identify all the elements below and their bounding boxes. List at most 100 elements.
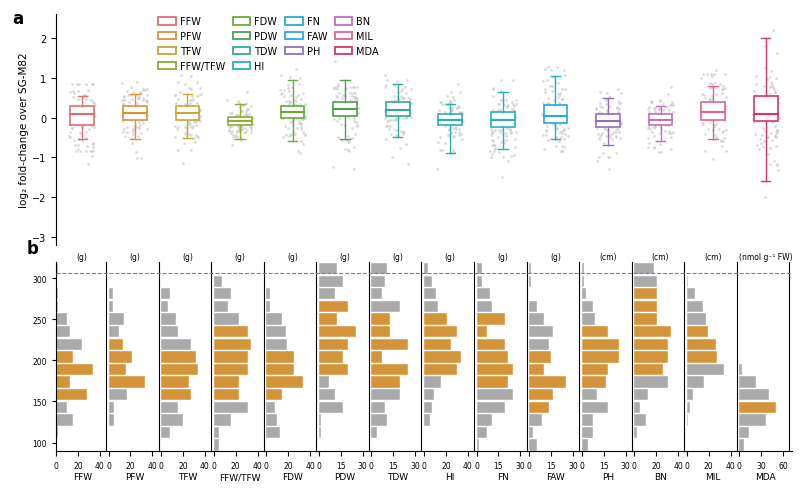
Point [544,102,557,110]
Point [716,83,729,91]
Point [379,136,392,144]
Point [138,87,151,95]
Point [486,106,499,114]
Point [710,67,723,75]
Bar [582,314,594,325]
Bar [634,289,657,300]
Point [193,107,206,115]
Point [379,115,392,123]
Point [756,115,769,123]
Point [126,131,139,139]
Point [73,81,86,89]
Point [240,117,253,125]
Point [246,115,259,123]
Point [169,92,182,100]
Bar [582,264,584,275]
X-axis label: MIL: MIL [706,472,721,481]
Bar [371,314,390,325]
Point [89,113,102,121]
X-axis label: FAW: FAW [546,472,565,481]
Point [697,112,710,120]
Point [297,116,310,124]
Point [750,94,762,102]
Point [709,117,722,125]
Point [76,122,89,130]
Point [716,143,729,151]
Point [719,148,732,156]
Point [493,127,506,135]
Point [442,118,455,126]
Point [549,120,562,128]
Point [614,120,627,128]
Point [190,114,202,122]
Bar [477,402,506,413]
Point [130,92,142,100]
Bar [109,364,126,375]
Point [504,127,517,135]
Point [600,97,613,105]
Point [448,148,461,156]
Point [652,114,665,122]
Point [546,74,559,82]
Point [122,92,134,100]
Point [178,115,190,123]
Bar [477,339,506,350]
Point [285,107,298,115]
Point [500,125,513,133]
Bar [529,402,550,413]
Point [612,126,625,134]
Bar [56,402,66,413]
Point [298,132,311,140]
Point [655,113,668,121]
Point [182,102,195,110]
Point [68,115,81,123]
Point [76,123,89,131]
Point [504,119,517,127]
Point [446,107,459,115]
Bar [424,364,457,375]
Point [602,154,615,162]
Point [764,161,777,169]
Point [600,101,613,109]
Point [702,115,715,123]
Point [87,102,100,110]
Point [705,84,718,92]
Point [614,120,627,128]
Point [178,101,191,109]
Point [132,94,145,102]
Point [178,112,191,120]
Bar [109,414,114,426]
Point [454,89,466,97]
Point [489,146,502,154]
Point [383,103,396,111]
Point [86,123,98,131]
Point [538,118,550,126]
Point [70,81,83,89]
Point [601,109,614,117]
Point [78,92,90,100]
Point [495,113,508,121]
Point [540,127,553,135]
Point [343,90,356,98]
Point [192,117,205,125]
Bar [477,314,506,325]
Point [229,132,242,140]
Bar [161,352,196,363]
Point [125,92,138,100]
Bar [266,289,270,300]
Point [495,126,508,134]
Point [596,104,609,112]
Point [245,103,258,111]
Point [178,103,190,111]
Point [550,64,563,72]
Point [168,92,181,100]
Point [401,107,414,115]
Title: (g): (g) [234,253,246,262]
Bar [634,352,668,363]
Point [118,97,130,105]
Point [770,127,783,135]
Point [125,84,138,92]
Point [338,86,351,94]
Point [295,113,308,121]
Point [493,149,506,157]
